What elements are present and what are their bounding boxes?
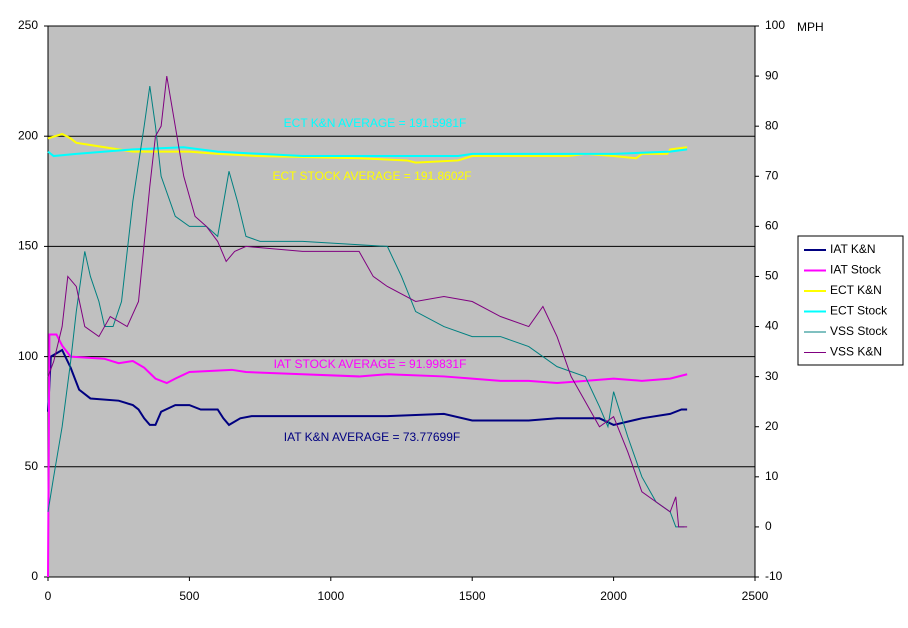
y2-tick-label: 60 [765, 219, 779, 233]
x-tick-label: 500 [179, 589, 199, 603]
x-tick-label: 2000 [600, 589, 627, 603]
x-tick-label: 1000 [317, 589, 344, 603]
legend-label: ECT Stock [830, 304, 888, 318]
x-tick-label: 2500 [742, 589, 769, 603]
legend-label: IAT K&N [830, 242, 876, 256]
series-line [47, 146, 688, 158]
y2-axis-title: MPH [797, 20, 824, 34]
legend-label: ECT K&N [830, 283, 882, 297]
series-line [47, 348, 688, 427]
series-line [47, 132, 688, 164]
y2-tick-label: -10 [765, 569, 783, 583]
y-tick-label: 100 [18, 349, 38, 363]
series-line [47, 76, 688, 528]
legend-label: VSS K&N [830, 345, 882, 359]
series-line [47, 86, 685, 528]
series-line [47, 333, 688, 578]
y-tick-label: 200 [18, 128, 38, 142]
y2-tick-label: 10 [765, 469, 779, 483]
annotation: IAT STOCK AVERAGE = 91.99831F [274, 357, 467, 371]
y2-tick-label: 20 [765, 419, 779, 433]
legend-label: IAT Stock [830, 263, 882, 277]
plot-area [47, 25, 756, 578]
y2-tick-label: 30 [765, 369, 779, 383]
y2-tick-label: 90 [765, 68, 779, 82]
annotation: ECT STOCK AVERAGE = 191.8602F [272, 169, 471, 183]
y-tick-label: 250 [18, 18, 38, 32]
y-tick-label: 50 [25, 459, 39, 473]
legend-label: VSS Stock [830, 324, 888, 338]
x-tick-label: 1500 [459, 589, 486, 603]
annotation: IAT K&N AVERAGE = 73.77699F [284, 430, 460, 444]
y2-tick-label: 100 [765, 18, 785, 32]
y-tick-label: 0 [31, 569, 38, 583]
y2-tick-label: 0 [765, 519, 772, 533]
y2-tick-label: 50 [765, 269, 779, 283]
x-tick-label: 0 [45, 589, 52, 603]
annotation: ECT K&N AVERAGE = 191.5981F [284, 116, 467, 130]
y-tick-label: 150 [18, 239, 38, 253]
y2-tick-label: 70 [765, 168, 779, 182]
legend [797, 235, 904, 366]
y2-tick-label: 40 [765, 319, 779, 333]
y2-tick-label: 80 [765, 118, 779, 132]
